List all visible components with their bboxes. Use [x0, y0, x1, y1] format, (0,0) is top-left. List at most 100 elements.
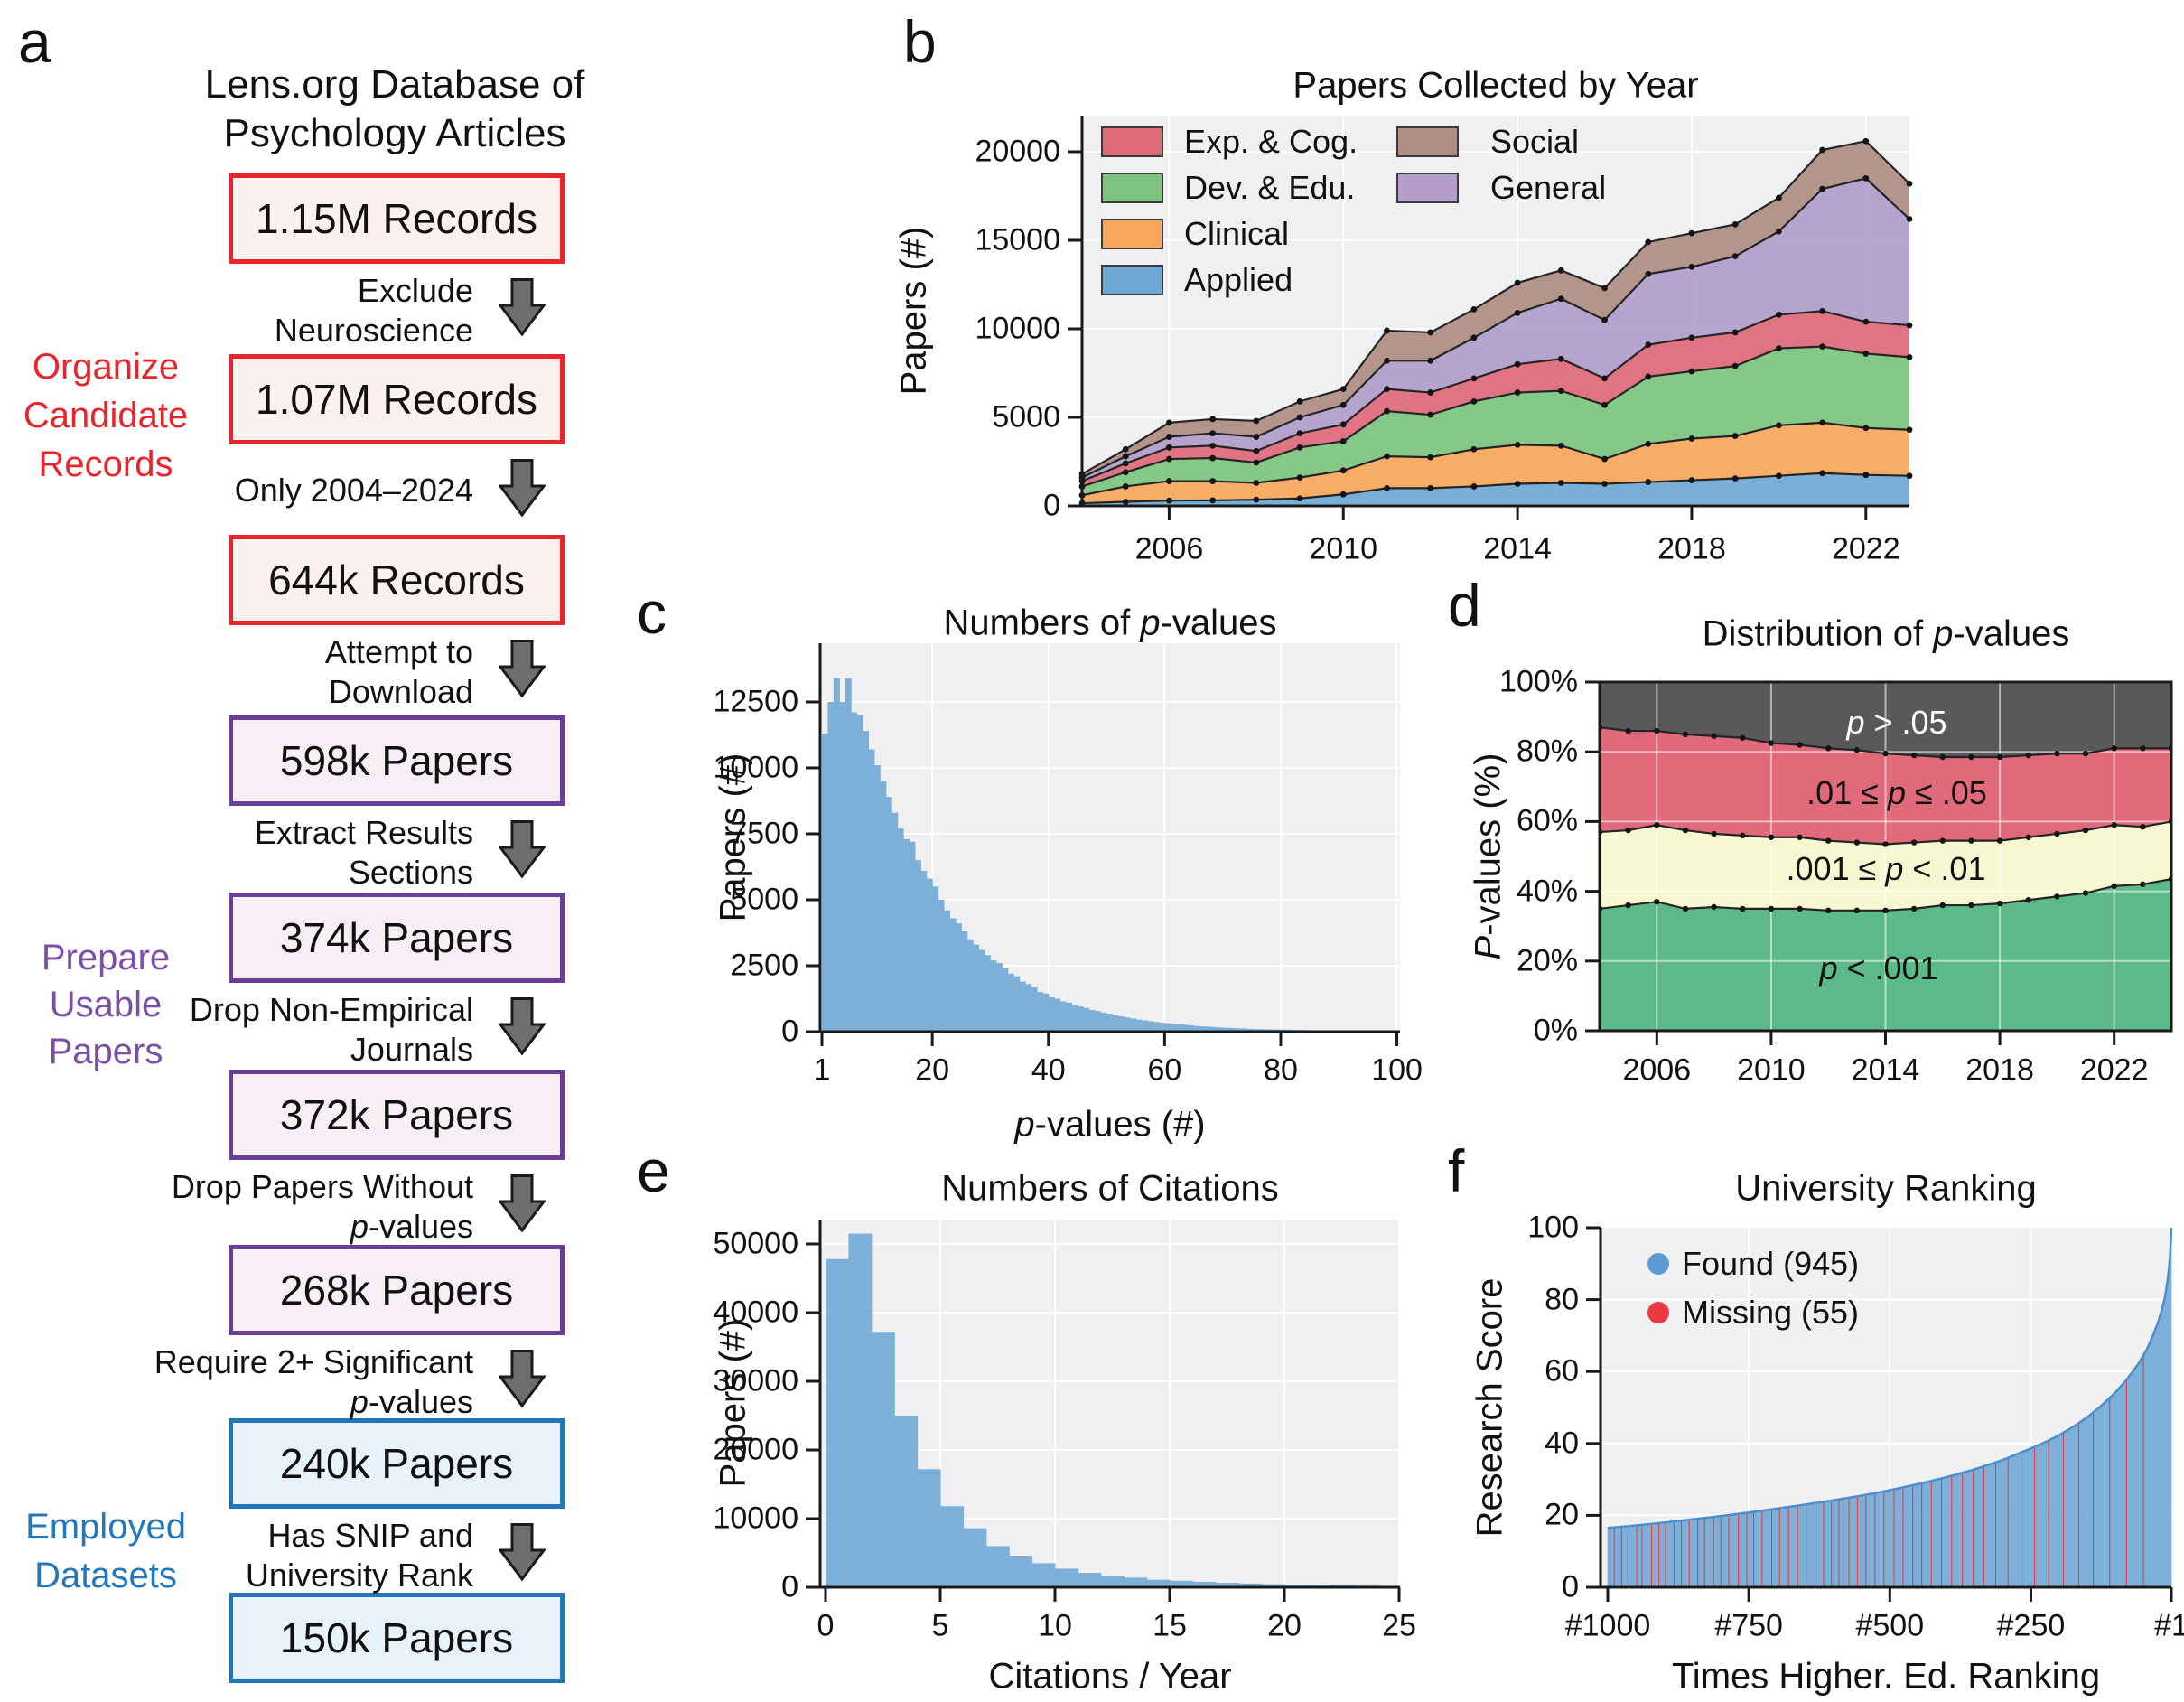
f-y-tick-label: 0: [1562, 1569, 1579, 1604]
d-band-label-01-to-05: .01 ≤ p ≤ .05: [1806, 774, 1987, 811]
d-y-tick-label: 0%: [1533, 1013, 1578, 1048]
flow-box-label: 268k Papers: [279, 1267, 514, 1314]
flow-step-label-line: Has SNIP and: [267, 1517, 473, 1554]
flow-step-label-line: Drop Non-Empirical: [189, 991, 473, 1028]
panel-letter-f: f: [1448, 1137, 1465, 1204]
c-y-tick-label: 2500: [730, 948, 798, 983]
c-y-tick-label: 0: [781, 1014, 798, 1049]
f-x-tick-label: #750: [1714, 1608, 1783, 1643]
f-y-tick-label: 80: [1545, 1282, 1579, 1317]
d-y-tick-label: 80%: [1516, 734, 1578, 769]
d-y-tick-label: 40%: [1516, 874, 1578, 909]
down-arrow-icon: [498, 459, 546, 518]
b-legend-label: Clinical: [1184, 215, 1290, 252]
b-y-tick-label: 0: [1043, 488, 1060, 523]
f-legend-dot-missing: [1647, 1302, 1669, 1323]
flow-side-label-line: Organize: [32, 347, 180, 387]
flow-box-374k-papers: 374k Papers: [229, 893, 565, 983]
flow-step-label-line: Attempt to: [324, 633, 473, 670]
c-title: Numbers of p-values: [943, 603, 1277, 643]
f-y-tick-label: 20: [1545, 1497, 1579, 1532]
f-legend-label: Missing (55): [1682, 1294, 1860, 1331]
flowchart-title-line2: Psychology Articles: [223, 111, 566, 155]
e-x-tick-label: 15: [1153, 1608, 1187, 1643]
b-legend-label: General: [1490, 169, 1607, 206]
flow-side-label-line: Prepare: [41, 938, 171, 977]
d-y-tick-label: 60%: [1516, 803, 1578, 838]
d-x-tick-label: 2014: [1851, 1052, 1920, 1088]
c-x-tick-label: 80: [1264, 1052, 1298, 1088]
f-y-tick-label: 60: [1545, 1353, 1579, 1389]
b-legend-swatch-social: [1396, 126, 1459, 157]
flow-box-150k-papers: 150k Papers: [229, 1593, 565, 1683]
c-y-tick-label: 10000: [713, 750, 798, 785]
e-y-tick-label: 10000: [713, 1501, 798, 1536]
flow-box-label: 240k Papers: [279, 1440, 514, 1487]
flow-step-label-line: Download: [328, 673, 473, 710]
flow-step-label-line: Drop Papers Without: [171, 1168, 473, 1205]
flow-step-label-line: Journals: [350, 1031, 473, 1068]
flow-step-label-line: Require 2+ Significant: [154, 1343, 473, 1380]
f-x-tick-label: #250: [1996, 1608, 2066, 1643]
flow-side-label-line: Employed: [25, 1507, 186, 1547]
c-x-tick-label: 1: [813, 1052, 831, 1088]
flow-step-label-0: Exclude Neuroscience: [135, 271, 473, 351]
flow-step-label-line: p-values: [350, 1383, 473, 1420]
d-y-tick-label: 100%: [1499, 664, 1578, 699]
b-legend-swatch-dev-edu-: [1101, 173, 1163, 203]
d-x-tick-label: 2006: [1622, 1052, 1692, 1088]
e-y-tick-label: 30000: [713, 1363, 798, 1398]
flow-side-label-line: Usable: [49, 985, 163, 1024]
down-arrow-icon: [498, 997, 546, 1056]
d-title: Distribution of p-values: [1702, 613, 2070, 654]
flow-box-label: 1.07M Records: [256, 376, 537, 423]
flow-step-label-line: Sections: [348, 854, 473, 891]
e-x-tick-label: 10: [1038, 1608, 1072, 1643]
flow-side-label-employed: Employed Datasets: [11, 1502, 201, 1600]
e-x-tick-label: 5: [931, 1608, 949, 1643]
c-x-tick-label: 20: [915, 1052, 950, 1088]
flow-box-label: 644k Records: [268, 556, 525, 603]
f-title: University Ranking: [1735, 1168, 2037, 1209]
f-x-axis-title: Times Higher. Ed. Ranking: [1671, 1656, 2101, 1697]
f-legend-label: Found (945): [1682, 1245, 1860, 1282]
flow-side-label-line: Records: [38, 444, 173, 484]
flow-step-label-line: Exclude: [357, 272, 473, 309]
b-legend-swatch-exp-cog-: [1101, 126, 1163, 157]
flow-step-label-3: Extract Results Sections: [135, 813, 473, 893]
f-y-tick-label: 40: [1545, 1426, 1579, 1461]
flowchart-title-line1: Lens.org Database of: [204, 62, 585, 107]
b-y-axis-title: Papers (#): [893, 226, 934, 396]
flow-box-268k-papers: 268k Papers: [229, 1245, 565, 1335]
c-x-axis-title: p-values (#): [1014, 1104, 1206, 1145]
flow-box-1-07m-records: 1.07M Records: [229, 354, 565, 444]
d-y-axis-title: P-values (%): [1468, 753, 1508, 960]
down-arrow-icon: [498, 278, 546, 337]
flow-step-label-6: Require 2+ Significant p-values: [135, 1342, 473, 1422]
b-legend-label: Dev. & Edu.: [1184, 169, 1356, 206]
e-y-tick-label: 20000: [713, 1432, 798, 1467]
d-band-label-001-to-01: .001 ≤ p < .01: [1786, 850, 1986, 887]
down-arrow-icon: [498, 820, 546, 879]
flow-box-label: 374k Papers: [279, 914, 514, 961]
f-x-tick-label: #500: [1855, 1608, 1925, 1643]
down-arrow-icon: [498, 640, 546, 698]
f-x-tick-label: #1: [2154, 1608, 2184, 1643]
c-x-tick-label: 100: [1371, 1052, 1423, 1088]
flow-side-label-line: Papers: [48, 1032, 163, 1071]
d-x-tick-label: 2010: [1737, 1052, 1806, 1088]
flow-side-label-prepare: Prepare Usable Papers: [11, 934, 201, 1075]
flow-side-label-line: Datasets: [34, 1556, 177, 1595]
f-legend-dot-found: [1647, 1253, 1669, 1275]
panel-letter-d: d: [1448, 572, 1481, 639]
flow-box-label: 150k Papers: [279, 1614, 514, 1661]
panel-letter-a: a: [18, 8, 51, 75]
e-title: Numbers of Citations: [941, 1168, 1279, 1209]
down-arrow-icon: [498, 1350, 546, 1408]
e-x-axis-title: Citations / Year: [988, 1656, 1232, 1697]
d-band-label-p-gt-05: p > .05: [1846, 704, 1947, 741]
flow-box-label: 598k Papers: [279, 737, 514, 784]
flow-step-label-line: University Rank: [245, 1557, 473, 1594]
c-y-tick-label: 5000: [730, 882, 798, 917]
